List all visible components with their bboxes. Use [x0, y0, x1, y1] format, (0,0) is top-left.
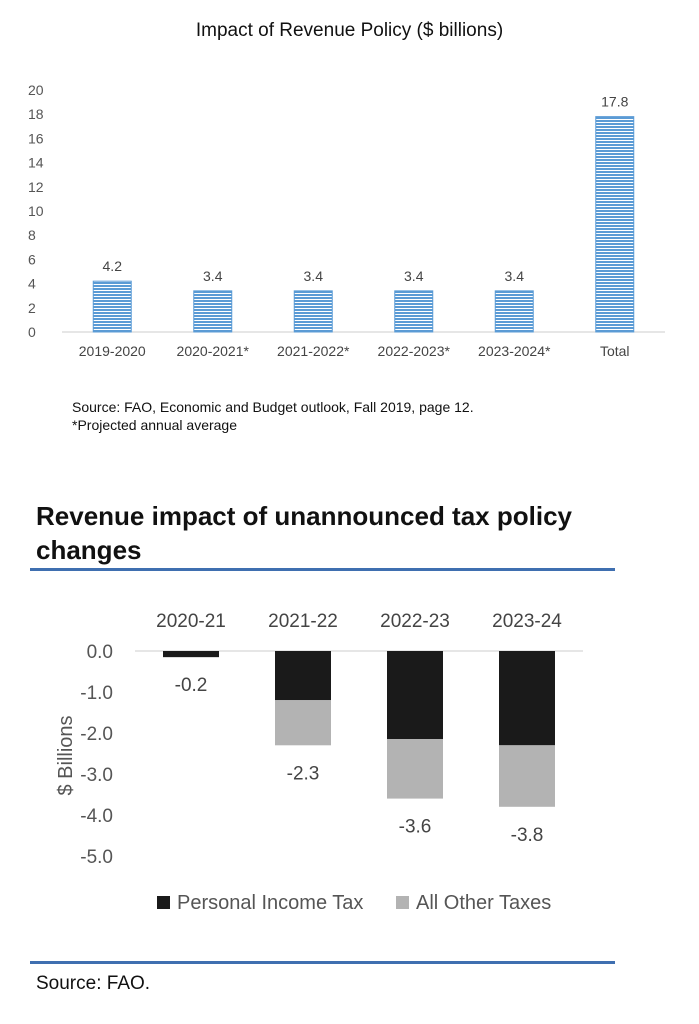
chart1-source-note: Source: FAO, Economic and Budget outlook… [72, 399, 474, 415]
total-data-label: -0.2 [175, 675, 208, 696]
x-tick-label: 2023-24 [492, 611, 562, 632]
bar-data-label: 3.4 [404, 268, 424, 284]
total-data-label: -3.6 [399, 817, 432, 838]
chart1-projection-note: *Projected annual average [72, 417, 238, 433]
bar-data-label: 17.8 [601, 94, 628, 110]
bar-segment-personal-income-tax [499, 651, 555, 746]
bar-data-label: 3.4 [203, 268, 223, 284]
x-tick-label: 2023-2024* [478, 343, 551, 359]
x-tick-label: Total [600, 343, 630, 359]
chart1-title: Impact of Revenue Policy ($ billions) [195, 20, 504, 41]
bar-2021-2022* [293, 290, 333, 333]
y-tick-label: -2.0 [80, 724, 113, 745]
bar-2020-2021* [193, 290, 233, 333]
bar-2023-2024* [494, 290, 534, 333]
chart2-title: Revenue impact of unannounced tax policy… [36, 501, 572, 565]
bar-segment-all-other-taxes [387, 739, 443, 799]
y-axis-label: $ Billions [55, 715, 77, 795]
bar-data-label: 3.4 [304, 268, 324, 284]
bar-segment-personal-income-tax [387, 651, 443, 740]
y-tick-label: 12 [28, 179, 44, 195]
bar-segment-all-other-taxes [275, 700, 331, 746]
title-divider [30, 568, 615, 571]
x-tick-label: 2021-22 [268, 611, 338, 632]
y-tick-label: 16 [28, 130, 44, 146]
bar-segment-all-other-taxes [499, 745, 555, 807]
bar-data-label: 3.4 [505, 268, 525, 284]
x-tick-label: 2022-2023* [378, 343, 451, 359]
y-tick-label: 0 [28, 324, 36, 340]
y-tick-label: -1.0 [80, 683, 113, 704]
legend-swatch [396, 896, 409, 909]
chart1-plot: 0 2 4 6 8 10 12 14 16 18 20 4.2 2019-2020 3.4 2020-202… [28, 82, 665, 359]
y-tick-label: -5.0 [80, 847, 113, 868]
chart2-source: Source: FAO. [36, 973, 151, 994]
y-tick-label: 4 [28, 276, 36, 292]
x-tick-label: 2022-23 [380, 611, 450, 632]
y-tick-label: -4.0 [80, 806, 113, 827]
y-tick-label: 6 [28, 251, 36, 267]
legend-swatch [157, 896, 170, 909]
bar-2019-2020 [92, 280, 132, 333]
y-tick-label: 2 [28, 300, 36, 316]
legend-label: Personal Income Tax [177, 892, 363, 914]
bar-segment-personal-income-tax [275, 651, 331, 701]
chart2-plot: 0.0 -1.0 -2.0 -3.0 -4.0 -5.0 $ Billions 2020-21… [55, 611, 583, 914]
bar-segment-personal-income-tax [163, 651, 219, 658]
x-tick-label: 2020-2021* [177, 343, 250, 359]
x-tick-label: 2019-2020 [79, 343, 146, 359]
legend-label: All Other Taxes [416, 892, 551, 914]
bar-Total [595, 116, 635, 333]
y-tick-label: 20 [28, 82, 44, 98]
bar-2022-2023* [394, 290, 434, 333]
y-tick-label: 14 [28, 155, 44, 171]
x-tick-label: 2020-21 [156, 611, 226, 632]
source-divider [30, 961, 615, 964]
y-tick-label: 18 [28, 106, 44, 122]
y-tick-label: -3.0 [80, 765, 113, 786]
y-tick-label: 10 [28, 203, 44, 219]
total-data-label: -2.3 [287, 763, 320, 784]
total-data-label: -3.8 [511, 825, 544, 846]
y-tick-label: 0.0 [87, 642, 113, 663]
bar-data-label: 4.2 [103, 258, 123, 274]
y-tick-label: 8 [28, 227, 36, 243]
x-tick-label: 2021-2022* [277, 343, 350, 359]
